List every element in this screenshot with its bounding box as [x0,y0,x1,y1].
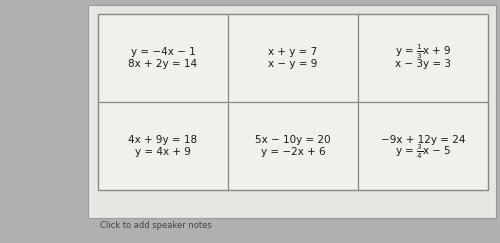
Text: y = $\frac{1}{3}$x + 9: y = $\frac{1}{3}$x + 9 [394,43,452,61]
Text: y = $\frac{3}{4}$x − 5: y = $\frac{3}{4}$x − 5 [394,143,452,161]
Text: y = −2x + 6: y = −2x + 6 [260,147,326,157]
Text: −9x + 12y = 24: −9x + 12y = 24 [381,135,465,145]
Text: x + y = 7: x + y = 7 [268,47,318,57]
Text: x − 3y = 3: x − 3y = 3 [395,59,451,69]
Text: Click to add speaker notes: Click to add speaker notes [100,220,212,229]
Text: x − y = 9: x − y = 9 [268,59,318,69]
Text: 4x + 9y = 18: 4x + 9y = 18 [128,135,198,145]
Text: 5x − 10y = 20: 5x − 10y = 20 [255,135,331,145]
Bar [98,14,488,190]
Text: y = 4x + 9: y = 4x + 9 [135,147,191,157]
Bar [88,5,496,218]
Text: y = −4x − 1: y = −4x − 1 [130,47,196,57]
Text: 8x + 2y = 14: 8x + 2y = 14 [128,59,198,69]
